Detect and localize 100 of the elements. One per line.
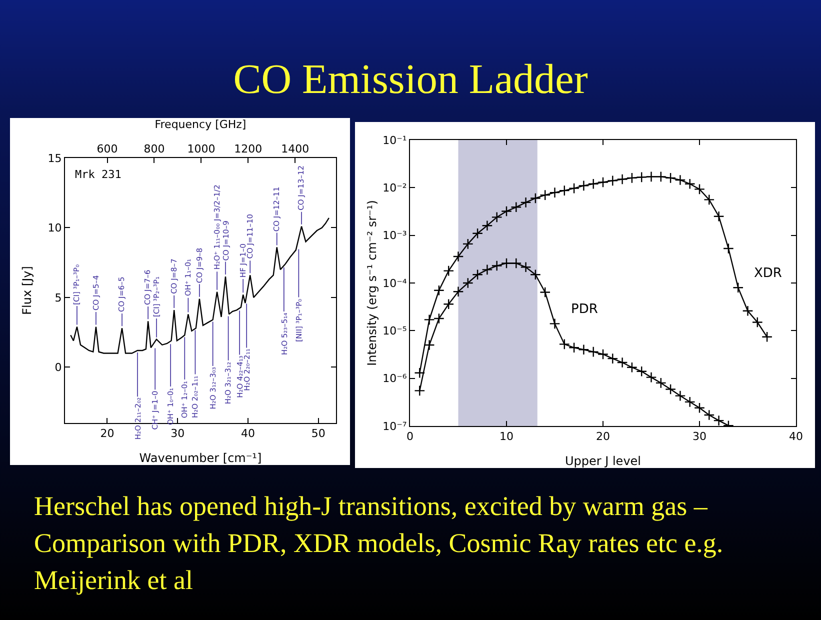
y-axis-title: Intensity (erg s⁻¹ cm⁻² sr⁻¹) <box>365 200 379 366</box>
x2-tick-label: 600 <box>96 142 118 156</box>
point <box>530 192 541 204</box>
x-tick-label: 30 <box>692 430 706 444</box>
point <box>665 384 676 395</box>
point <box>530 269 541 280</box>
x-tick-label: 50 <box>311 427 326 440</box>
y-tick-label: 10⁻² <box>382 182 407 195</box>
point <box>607 175 618 186</box>
y-tick-label: 10⁻¹ <box>382 134 407 147</box>
point <box>424 340 435 351</box>
point <box>732 282 744 294</box>
point <box>762 331 773 342</box>
annotation: Mrk 231 <box>75 168 122 181</box>
point <box>491 260 502 272</box>
point <box>674 174 686 186</box>
point <box>694 184 705 195</box>
point <box>636 172 648 183</box>
x2-axis-title: Frequency [GHz] <box>154 118 246 131</box>
point <box>694 402 705 414</box>
point <box>598 176 608 188</box>
y-tick-label: 10 <box>48 222 62 235</box>
point <box>684 178 696 190</box>
point <box>722 242 734 254</box>
y-axis-title: Flux [Jy] <box>20 266 34 315</box>
point <box>568 342 580 354</box>
point <box>443 298 454 310</box>
series-label: XDR <box>754 266 782 281</box>
y-tick-label: 10⁻⁵ <box>382 324 407 338</box>
point <box>636 366 648 377</box>
y-tick-label: 5 <box>54 291 62 304</box>
y-tick-label: 15 <box>48 152 62 165</box>
point <box>626 362 638 373</box>
point <box>549 187 560 198</box>
y-tick-label: 10⁻⁷ <box>382 420 407 433</box>
point <box>607 353 618 364</box>
point <box>433 313 444 324</box>
point <box>752 316 763 328</box>
series-label: PDR <box>571 302 598 317</box>
point <box>588 178 599 190</box>
y-tick-label: 10⁻⁶ <box>382 372 408 386</box>
x2-tick-label: 1200 <box>234 142 262 156</box>
point <box>443 265 454 276</box>
point <box>452 250 464 262</box>
point <box>598 348 608 360</box>
point <box>616 356 628 368</box>
point <box>462 278 474 288</box>
x-axis-title: Upper J level <box>564 454 642 468</box>
text: Herschel has opened high-J transitions, excited by warm gas – Comparison with PDR, XDR models, Cosmic Ray rates etc e.g. Meijerink et al <box>34 490 724 597</box>
point <box>482 220 493 232</box>
point <box>713 415 724 426</box>
y-tick-label: 10⁻⁴ <box>382 276 408 290</box>
point <box>626 172 638 184</box>
point <box>713 210 724 222</box>
point <box>568 182 580 194</box>
point <box>452 286 464 298</box>
x-tick-label: 40 <box>789 430 803 444</box>
point <box>433 284 444 296</box>
point <box>424 314 435 326</box>
point <box>414 367 426 378</box>
point <box>588 346 599 358</box>
x2-tick-label: 1000 <box>187 142 216 156</box>
point <box>501 258 512 269</box>
y-tick-label: 10⁻³ <box>382 229 407 242</box>
x-axis-title: Wavenumber [cm⁻¹] <box>139 451 262 465</box>
point <box>704 194 715 206</box>
point <box>558 338 570 350</box>
point <box>510 258 522 269</box>
point <box>665 172 676 184</box>
point <box>578 344 590 356</box>
x-tick-label: 40 <box>241 427 256 440</box>
point <box>414 385 426 396</box>
point <box>646 372 657 383</box>
point <box>549 318 560 330</box>
x2-tick-label: 1400 <box>281 142 310 156</box>
point <box>540 286 551 298</box>
point <box>646 171 657 182</box>
point <box>655 377 666 388</box>
point <box>472 228 484 239</box>
point <box>704 410 715 421</box>
point <box>578 180 590 192</box>
point <box>684 396 696 408</box>
point <box>491 212 502 223</box>
point <box>540 190 551 201</box>
x-tick-label: 20 <box>100 427 114 440</box>
point <box>616 174 628 185</box>
point <box>462 238 474 250</box>
x-tick-label: 30 <box>170 427 185 440</box>
x-tick-label: 10 <box>500 430 514 444</box>
point <box>674 390 686 402</box>
point <box>742 305 754 316</box>
point <box>655 171 666 182</box>
x-tick-label: 20 <box>596 430 610 444</box>
point <box>501 206 512 217</box>
point <box>510 202 522 213</box>
y-tick-label: 0 <box>54 361 62 374</box>
point <box>520 196 532 208</box>
point <box>558 185 570 196</box>
point <box>482 264 493 276</box>
x2-tick-label: 800 <box>144 142 165 156</box>
